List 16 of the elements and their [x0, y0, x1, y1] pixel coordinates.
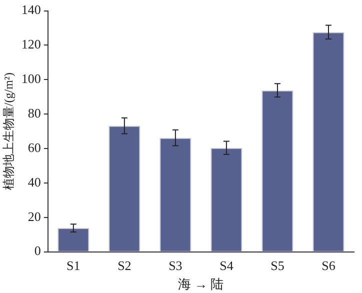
x-tick-label: S2 [118, 258, 132, 274]
y-tick-label: 100 [21, 71, 41, 86]
x-tick-label: S5 [270, 258, 284, 274]
x-axis-title: 海 → 陆 [178, 276, 224, 292]
y-tick-label: 60 [28, 140, 41, 155]
y-tick-label: 120 [21, 36, 41, 52]
x-tick-label: S3 [168, 258, 182, 274]
x-tick-label: S1 [66, 258, 80, 274]
x-tick-label: S4 [220, 258, 234, 274]
y-axis-title: 植物地上生物量/(g/m²) [1, 72, 16, 190]
y-tick-label: 0 [34, 243, 41, 258]
y-tick-label: 80 [28, 106, 41, 121]
y-tick-label: 20 [28, 208, 41, 224]
x-tick-label: S6 [322, 258, 336, 274]
y-tick-label: 40 [28, 174, 41, 190]
y-tick-label: 140 [21, 2, 41, 18]
